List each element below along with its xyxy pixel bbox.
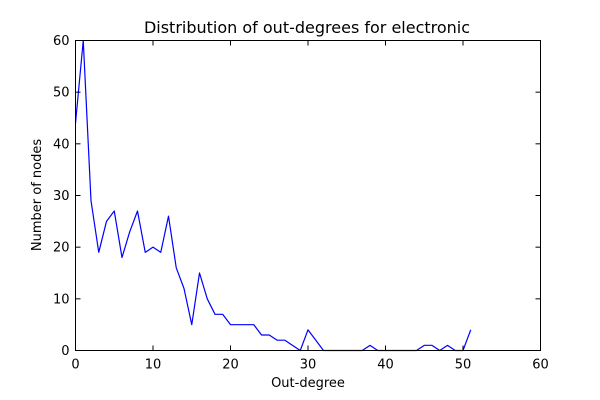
y-tick-label: 30 (53, 189, 70, 204)
y-tick-label: 60 (53, 34, 70, 49)
y-tick-label: 10 (53, 292, 70, 307)
x-tick-label: 40 (377, 358, 394, 373)
series-layer (74, 39, 472, 352)
x-tick-label: 30 (300, 358, 317, 373)
ticks-layer: 0 10 20 30 40 50 60 0 10 20 30 40 50 60 (53, 34, 549, 373)
plot-frame (75, 40, 541, 351)
y-tick-label: 50 (53, 86, 70, 101)
x-axis-label: Out-degree (271, 376, 345, 391)
x-tick-label: 0 (71, 358, 79, 373)
series-line-0 (74, 39, 472, 352)
x-tick-label: 50 (455, 358, 472, 373)
y-axis-label: Number of nodes (30, 139, 45, 251)
chart-title: Distribution of out-degrees for electron… (144, 18, 470, 37)
x-tick-label: 60 (532, 358, 549, 373)
x-tick-label: 10 (145, 358, 162, 373)
x-tick-label: 20 (222, 358, 239, 373)
y-tick-label: 0 (61, 344, 69, 359)
y-tick-label: 40 (53, 137, 70, 152)
y-tick-label: 20 (53, 241, 70, 256)
